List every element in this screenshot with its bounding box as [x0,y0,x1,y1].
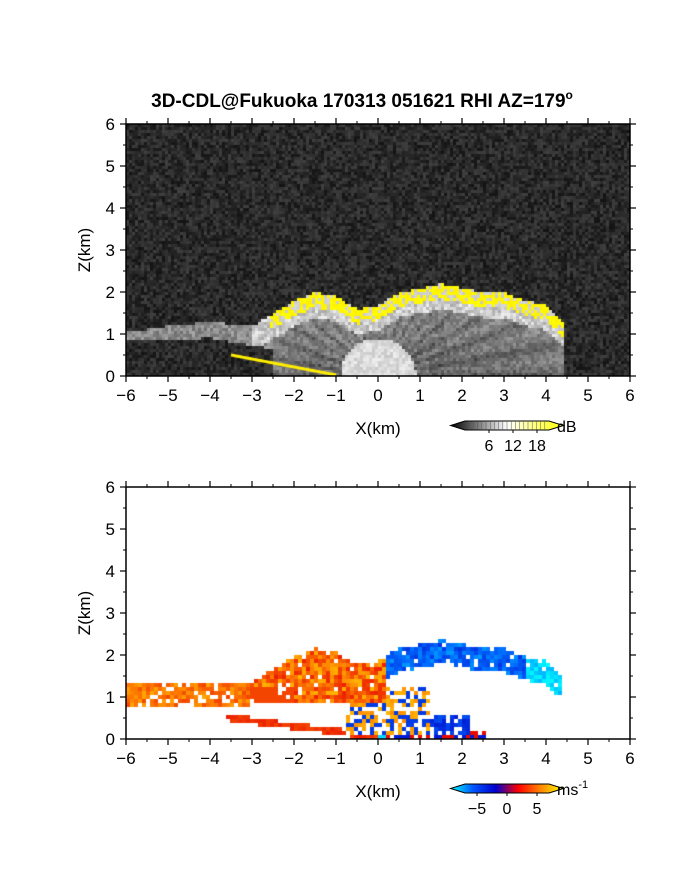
y-tick-label: 4 [106,199,115,218]
y-tick-label: 6 [106,115,115,134]
y-tick-label: 2 [106,283,115,302]
y-tick-label: 1 [106,325,115,344]
x-tick-label: −4 [200,386,219,405]
colorbar-tick-label: 18 [528,438,546,455]
velocity-colorbar-unit: ms-1 [557,779,588,799]
x-tick-label: −2 [284,749,303,768]
colorbar-tick-label: 0 [503,801,512,818]
y-tick-label: 0 [106,367,115,386]
figure-title: 3D-CDL@Fukuoka 170313 051621 RHI AZ=179o [151,88,573,112]
x-tick-label: 0 [373,386,382,405]
x-tick-label: −3 [242,749,261,768]
colorbar-tick-label: 6 [485,438,494,455]
y-tick-label: 1 [106,688,115,707]
x-tick-label: 4 [541,386,550,405]
y-tick-label: 0 [106,730,115,749]
x-tick-label: 1 [415,749,424,768]
velocity-ylabel: Z(km) [75,591,94,635]
y-tick-label: 3 [106,604,115,623]
x-tick-label: 0 [373,749,382,768]
x-tick-label: 1 [415,386,424,405]
x-tick-label: 3 [499,386,508,405]
x-tick-label: −5 [158,386,177,405]
x-tick-label: 6 [625,749,634,768]
velocity-xlabel: X(km) [355,782,400,801]
x-tick-label: −1 [326,386,345,405]
x-tick-label: −4 [200,749,219,768]
x-tick-label: −5 [158,749,177,768]
velocity-panel: −6 −5 −4 −3 −2 −1 0 1 2 3 4 5 6 0 1 2 3 4 5 6 X(km) Z(km) −… [75,478,636,818]
colorbar-tick-label: 12 [504,438,522,455]
x-tick-label: 3 [499,749,508,768]
colorbar-tick-label: −5 [468,801,486,818]
x-tick-label: 5 [583,749,592,768]
intensity-xlabel: X(km) [355,419,400,438]
colorbar-bar [448,783,566,794]
y-tick-label: 2 [106,646,115,665]
x-tick-label: −6 [116,386,135,405]
intensity-colorbar-unit: dB [557,419,577,436]
y-tick-label: 4 [106,562,115,581]
y-tick-label: 5 [106,520,115,539]
intensity-plot-area [126,124,630,376]
x-tick-label: 6 [625,386,634,405]
colorbar-tick-label: 5 [533,801,542,818]
velocity-colorbar: −5 0 5 [448,783,566,818]
velocity-plot-area [126,487,630,739]
x-tick-label: 2 [457,749,466,768]
intensity-colorbar: 6 12 18 [448,420,566,455]
y-tick-label: 5 [106,157,115,176]
x-tick-label: −3 [242,386,261,405]
x-tick-label: 5 [583,386,592,405]
x-tick-label: 2 [457,386,466,405]
x-tick-label: −1 [326,749,345,768]
x-tick-label: −6 [116,749,135,768]
y-tick-label: 3 [106,241,115,260]
intensity-ylabel: Z(km) [75,228,94,272]
x-tick-label: −2 [284,386,303,405]
y-tick-label: 6 [106,478,115,497]
x-tick-label: 4 [541,749,550,768]
